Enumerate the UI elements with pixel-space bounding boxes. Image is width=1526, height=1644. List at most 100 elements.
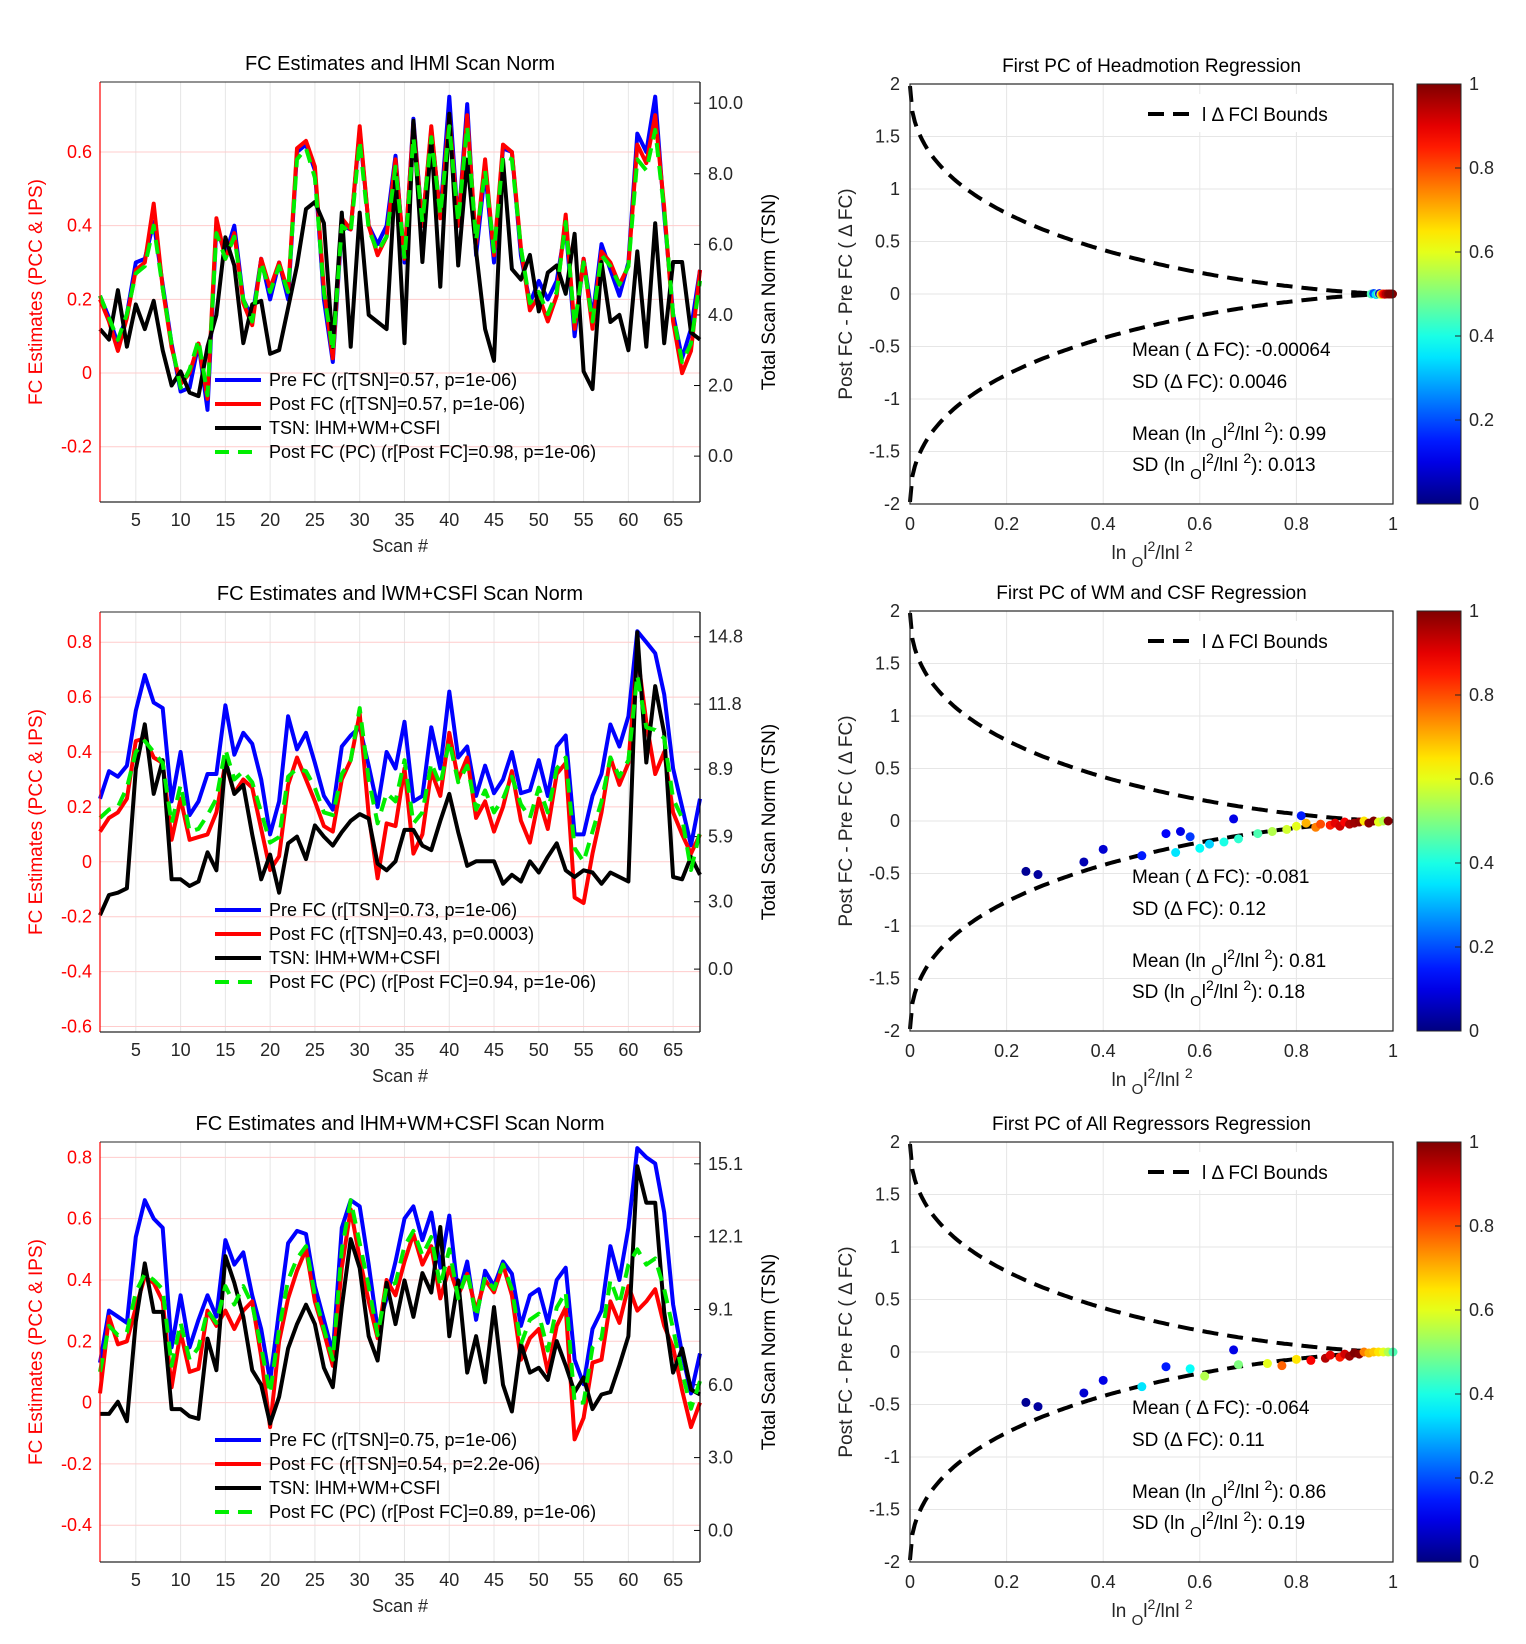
x-tick-label: 45	[484, 1570, 504, 1590]
stat-mean-ratio-part: 2	[1264, 419, 1272, 435]
stat-sd-ratio-part: O	[1190, 993, 1202, 1010]
x-tick-label: 35	[394, 1040, 414, 1060]
series-line-1	[98, 651, 702, 905]
plot-area	[100, 612, 700, 1032]
x-tick-label: 0.4	[1091, 1041, 1116, 1061]
y2-axis-label: Total Scan Norm (TSN)	[759, 1254, 780, 1450]
x-tick-label: 0	[905, 1572, 915, 1592]
stat-sd-ratio-part: O	[1190, 1524, 1202, 1541]
y-tick-label: 1	[890, 706, 900, 726]
y2-tick-label: 2.0	[708, 376, 733, 396]
plot-area	[100, 1142, 700, 1562]
y-tick-label: -0.5	[869, 1395, 900, 1415]
stat-mean-ratio-part: 2	[1264, 946, 1272, 962]
y-tick-label: 0.8	[67, 632, 92, 652]
y-tick-label: -0.6	[61, 1017, 92, 1037]
stat-sd-ratio-part: SD (ln	[1132, 455, 1190, 476]
stat-mean-ratio-part: Mean (ln	[1132, 951, 1211, 972]
y2-tick-label: 10.0	[708, 93, 743, 113]
x-axis-label-part: 2	[1147, 538, 1155, 554]
colorbar-tick-label: 1	[1469, 74, 1479, 94]
x-tick-label: 30	[350, 510, 370, 530]
stat-sd-ratio-part: 0.013	[1268, 455, 1316, 476]
x-tick-label: 10	[171, 1570, 191, 1590]
y2-tick-label: 12.1	[708, 1227, 743, 1247]
colorbar-tick-label: 1	[1469, 1132, 1479, 1152]
stat-mean-ratio-part: 2	[1227, 419, 1235, 435]
stat-sd-ratio: SD (ln Ol2/lnl 2): 0.19	[1132, 1508, 1305, 1541]
line-chart-4: 5 10 15 20 25 30 35 40 45 50 55 60 65 -0.4 -0.2 0 0.2 0.4…	[26, 1113, 780, 1616]
stat-mean-ratio-part: /lnl	[1235, 1482, 1265, 1503]
y-tick-label: -2	[884, 1021, 900, 1041]
x-axis-label: Scan #	[372, 536, 428, 556]
stat-sd-ratio-part: ):	[1251, 982, 1268, 1003]
scatter-point	[1383, 816, 1393, 826]
y-axis-label: Post FC - Pre FC ( Δ FC)	[836, 715, 857, 926]
legend-label-1: Post FC (r[TSN]=0.57, p=1e-06)	[269, 394, 525, 414]
x-tick-label: 0.6	[1187, 1041, 1212, 1061]
x-tick-label: 35	[394, 510, 414, 530]
x-tick-label: 40	[439, 510, 459, 530]
x-tick-label: 0.6	[1187, 514, 1212, 534]
legend-label: l Δ FCl Bounds	[1202, 105, 1328, 126]
legend-label-2: TSN: lHM+WM+CSFl	[269, 418, 440, 438]
colorbar	[1416, 1141, 1462, 1563]
x-axis-label-part: 2	[1185, 538, 1193, 554]
scatter-point	[1171, 848, 1181, 857]
bound-curve-upper	[908, 1143, 1393, 1354]
x-tick-label: 1	[1388, 1572, 1398, 1592]
x-tick-label: 5	[131, 1570, 141, 1590]
x-tick-label: 5	[131, 1040, 141, 1060]
scatter-point	[1282, 824, 1292, 834]
scatter-point	[1253, 829, 1263, 839]
scatter-point	[1021, 1397, 1031, 1407]
series-line-0	[98, 629, 702, 848]
stat-sd-dfc: SD (Δ FC): 0.11	[1132, 1430, 1265, 1451]
series-line-1	[98, 1207, 702, 1442]
x-tick-label: 45	[484, 510, 504, 530]
y2-tick-label: 0.0	[708, 1520, 733, 1540]
x-tick-label: 0.2	[994, 514, 1019, 534]
x-axis-label-part: O	[1132, 1612, 1144, 1629]
x-axis-label: ln Ol2/lnl 2	[1112, 538, 1193, 571]
y-tick-label: 0.4	[67, 216, 92, 236]
axes-frame	[909, 83, 1394, 505]
stat-sd-ratio-part: 2	[1206, 1508, 1214, 1524]
chart-title: FC Estimates and lWM+CSFl Scan Norm	[217, 583, 583, 605]
x-tick-label: 65	[663, 1570, 683, 1590]
series-line-3	[98, 673, 702, 872]
scatter-point	[1229, 814, 1239, 824]
colorbar-tick-label: 0.4	[1469, 1384, 1494, 1404]
bound-curve-lower	[908, 292, 1393, 503]
y-tick-label: 0	[890, 1342, 900, 1362]
x-axis-label-part: /lnl	[1155, 543, 1185, 564]
stat-sd-ratio-part: 2	[1206, 977, 1214, 993]
scatter-chart-1: 0 0.2 0.4 0.6 0.8 1 -2 -1.5 -1 -0.5 0 0.5 1 1.5 2 First…	[836, 56, 1494, 571]
x-tick-label: 45	[484, 1040, 504, 1060]
x-tick-label: 40	[439, 1040, 459, 1060]
y-tick-label: 0.5	[875, 759, 900, 779]
colorbar-tick-label: 0.2	[1469, 937, 1494, 957]
y-tick-label: 1	[890, 1237, 900, 1257]
y2-tick-label: 6.0	[708, 234, 733, 254]
x-axis-label-part: 2	[1185, 1596, 1193, 1612]
y-tick-label: 1.5	[875, 654, 900, 674]
stat-sd-ratio-part: l	[1202, 1513, 1206, 1534]
axes-frame	[909, 610, 1394, 1032]
colorbar	[1416, 83, 1462, 505]
y-tick-label: -0.4	[61, 962, 92, 982]
stat-mean-ratio-part: /lnl	[1235, 424, 1265, 445]
y-tick-label: -1.5	[869, 1500, 900, 1520]
x-tick-label: 15	[215, 1570, 235, 1590]
y-tick-label: -1.5	[869, 969, 900, 989]
y-tick-label: -1	[884, 916, 900, 936]
series-line-2	[98, 111, 702, 399]
scatter-point	[1185, 1364, 1195, 1374]
stat-mean-ratio: Mean (ln Ol2/lnl 2): 0.86	[1132, 1477, 1326, 1510]
colorbar-tick-label: 1	[1469, 601, 1479, 621]
series-line-0	[98, 1146, 702, 1396]
stat-mean-ratio-part: ):	[1272, 1482, 1289, 1503]
line-chart-0: 5 10 15 20 25 30 35 40 45 50 55 60 65 -0.2 0 0.2 0.4 0.6 0…	[26, 53, 780, 556]
x-tick-label: 0	[905, 514, 915, 534]
